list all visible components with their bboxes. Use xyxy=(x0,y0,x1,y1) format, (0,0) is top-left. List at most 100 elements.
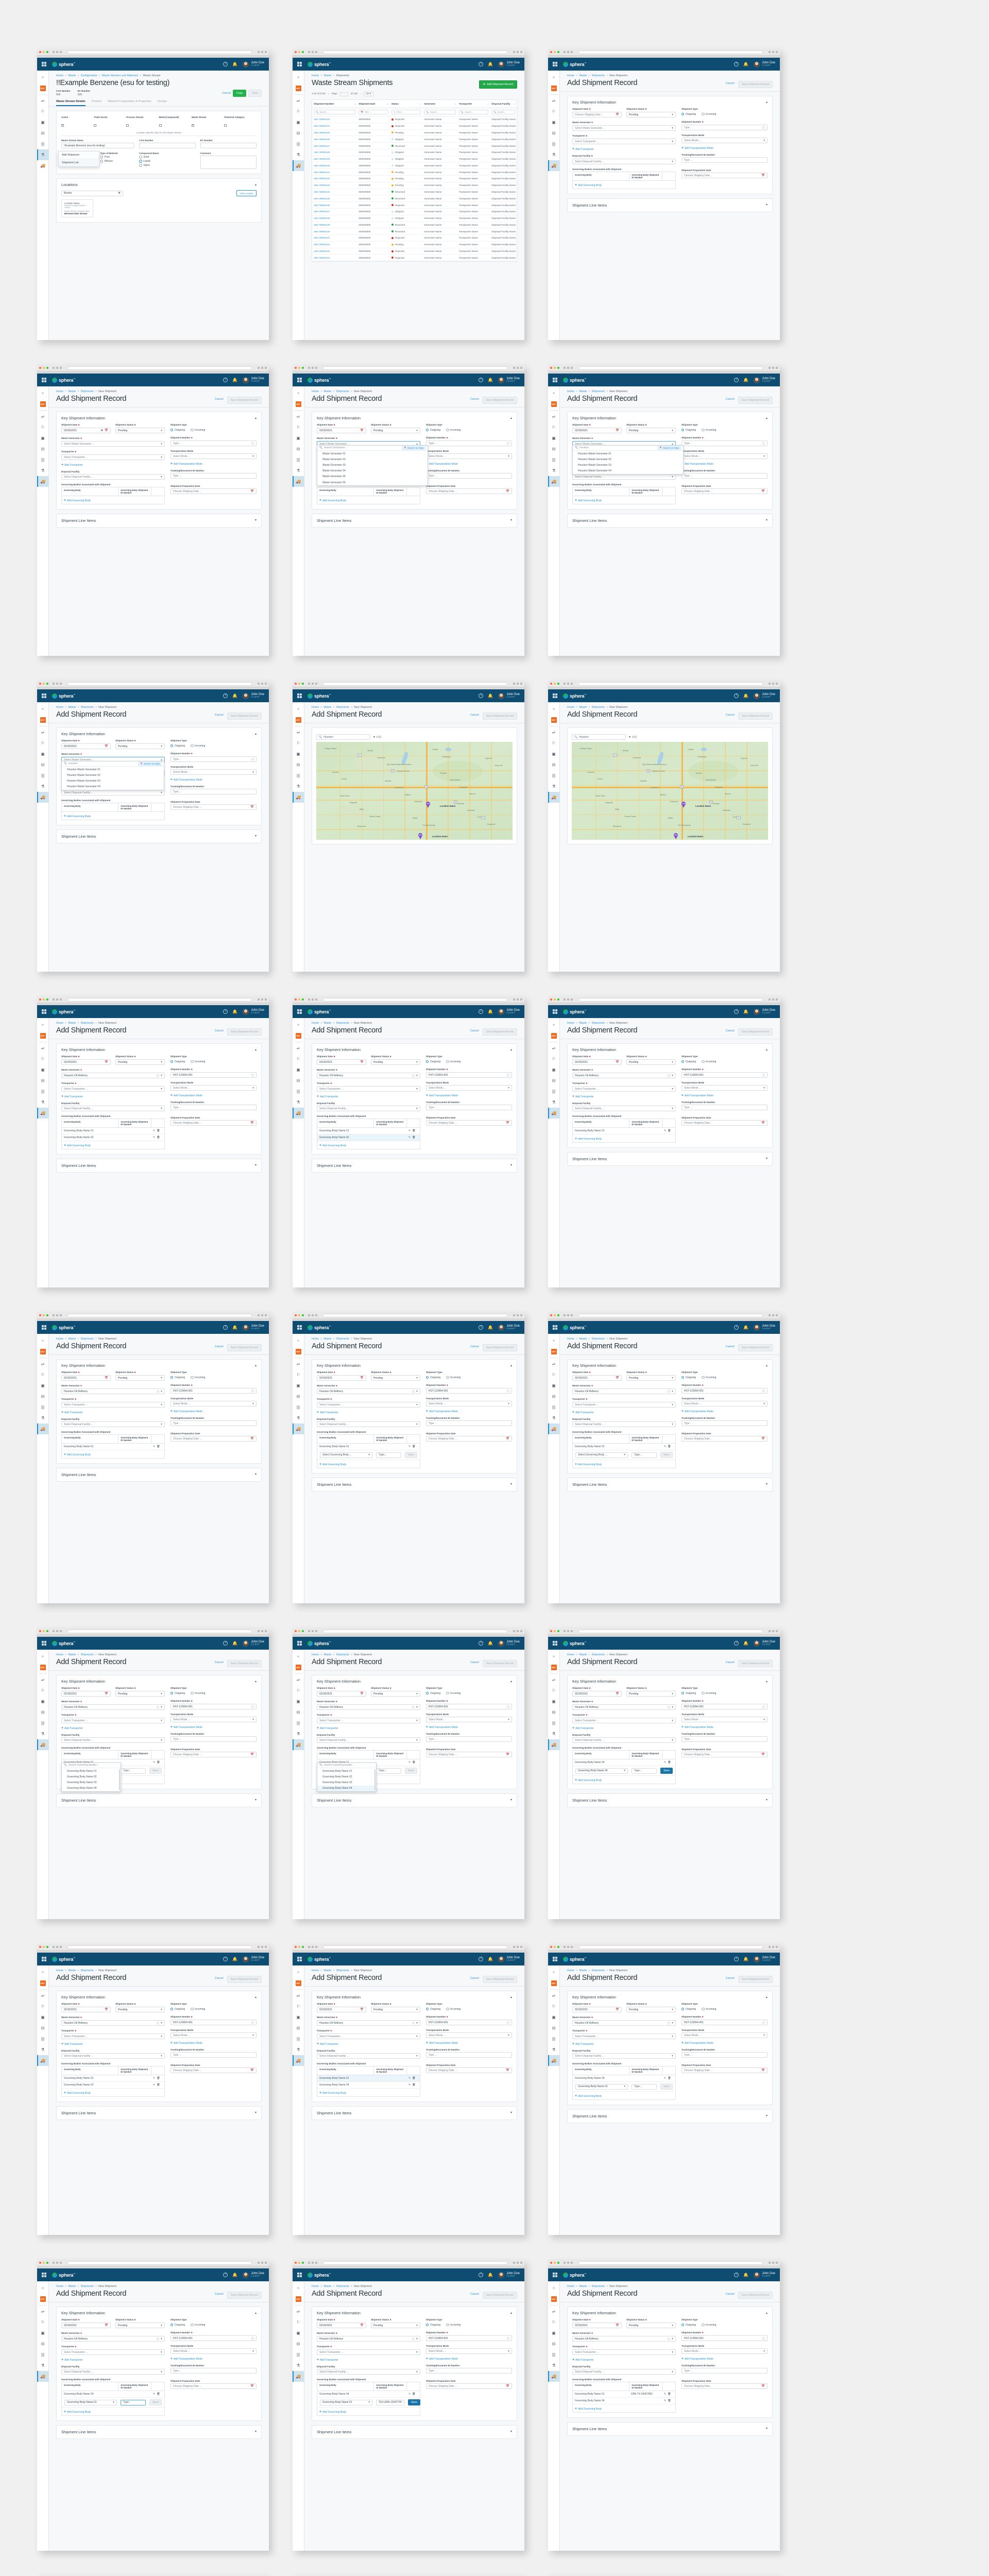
sidebar-item-truck[interactable]: 🚚 xyxy=(548,792,560,803)
info-icon[interactable]: ⓘ xyxy=(506,1389,509,1393)
info-icon[interactable]: ⓘ xyxy=(251,1705,254,1709)
dropdown-option[interactable]: Waste Generator 01 xyxy=(322,452,346,455)
radio-outgoing[interactable]: Outgoing xyxy=(425,1376,440,1379)
app-grid-icon[interactable] xyxy=(297,1641,302,1646)
prep-date-input[interactable]: Choose Shipping Date ... 📅 xyxy=(170,1752,257,1757)
edit-icon[interactable]: ✎ xyxy=(153,2393,156,2396)
sidebar-item-report[interactable]: ▣ xyxy=(548,2012,560,2023)
chevron-down-icon[interactable]: ▾ xyxy=(252,1402,254,1405)
new-tab-icon[interactable] xyxy=(265,1630,267,1632)
share-icon[interactable] xyxy=(513,683,515,685)
calendar-icon[interactable]: 📅 xyxy=(616,113,619,116)
dropdown-option[interactable]: Waste Generator 04 xyxy=(322,469,346,473)
breadcrumb-link[interactable]: Home xyxy=(56,390,64,393)
map-search-input[interactable]: 🔍 Houston xyxy=(572,734,626,740)
breadcrumb-link[interactable]: Waste xyxy=(68,1022,76,1025)
user-menu[interactable]: John Doe CLIENT xyxy=(251,377,264,383)
delete-icon[interactable]: 🗑 xyxy=(412,2077,416,2080)
avatar[interactable] xyxy=(243,1956,249,1962)
back-button[interactable] xyxy=(53,998,55,1001)
collapse-section-icon[interactable]: ▴ xyxy=(254,733,257,736)
share-icon[interactable] xyxy=(513,51,515,53)
forward-button[interactable] xyxy=(312,1314,314,1316)
back-button[interactable] xyxy=(53,1630,55,1632)
sidebar-item-report[interactable]: ▣ xyxy=(548,1696,560,1707)
dropdown-option[interactable]: Houston Waste Generator 03 xyxy=(67,779,100,783)
breadcrumb-link[interactable]: Waste xyxy=(579,706,587,709)
prep-date-input[interactable]: Choose Shipping Date ... 📅 xyxy=(170,2067,257,2073)
sidebar-expand-icon[interactable]: » xyxy=(297,707,299,711)
help-icon[interactable]: ? xyxy=(479,1325,484,1330)
tracking-id-input[interactable]: Type ... xyxy=(170,2368,257,2374)
breadcrumb-link[interactable]: Shipments xyxy=(591,2285,605,2288)
transporter-select[interactable]: Select Transporter ...▾ xyxy=(317,1718,420,1723)
breadcrumb-link[interactable]: Waste xyxy=(579,1337,587,1341)
info-icon[interactable]: ⓘ xyxy=(156,2337,160,2341)
gov-body-select[interactable]: Governing Body Name 01 ▾ xyxy=(575,2083,628,2090)
next-page-icon[interactable]: › xyxy=(360,93,361,95)
save-shipment-record-button[interactable]: Save Shipment Record xyxy=(227,1660,262,1667)
bell-icon[interactable]: 🔔 xyxy=(743,1641,749,1646)
dropdown-option[interactable]: Governing Body Name 04 xyxy=(317,1785,376,1791)
add-transportation-mode-link[interactable]: +Add Transportation Mode xyxy=(170,1725,257,1729)
row-actions[interactable]: ✎ 🗑 xyxy=(406,2075,420,2081)
forward-button[interactable] xyxy=(56,683,58,685)
bell-icon[interactable]: 🔔 xyxy=(743,693,749,698)
calendar-icon[interactable]: 📅 xyxy=(761,1121,765,1125)
new-tab-icon[interactable] xyxy=(776,51,778,53)
add-transportation-mode-link[interactable]: +Add Transportation Mode xyxy=(681,2357,768,2361)
sidebar-item-report[interactable]: ▣ xyxy=(293,749,304,759)
forward-button[interactable] xyxy=(312,1630,314,1632)
transporter-select[interactable]: Select Transporter ...▾ xyxy=(317,1086,420,1092)
sidebar-item-sliders[interactable]: ⇌ xyxy=(37,1359,49,1369)
shipment-number-input[interactable]: HST-123654-001 ⓘ xyxy=(681,1072,768,1078)
save-shipment-record-button[interactable]: Save Shipment Record xyxy=(482,1976,517,1983)
waste-generator-select[interactable]: Houston Oil Refinery ⓘ ▾ xyxy=(61,2336,165,2342)
share-icon[interactable] xyxy=(769,1630,771,1632)
row-actions[interactable]: ✎ 🗑 xyxy=(406,2082,420,2088)
sidebar-item-user-gear[interactable]: ⚐ xyxy=(548,2317,560,2328)
disposal-facility-select[interactable]: Select Disposal Facility ...▾ xyxy=(61,474,165,480)
help-icon[interactable]: ? xyxy=(734,1641,739,1646)
brand-logo[interactable]: sphera™ xyxy=(308,61,331,67)
gov-body-select[interactable]: Governing Body Name 01 ▾ xyxy=(64,2399,117,2405)
minimize-traffic-light[interactable] xyxy=(554,1630,556,1632)
cancel-button[interactable]: Cancel xyxy=(725,714,735,717)
tracking-id-input[interactable]: Type ... xyxy=(681,1736,768,1742)
sidebar-item-hierarchy[interactable]: ⊟ xyxy=(293,1707,304,1718)
chevron-down-icon[interactable]: ▾ xyxy=(416,429,418,432)
disposal-facility-select[interactable]: Select Disposal Facility ...▾ xyxy=(317,1737,420,1743)
disposal-facility-select[interactable]: Select Disposal Facility ...▾ xyxy=(317,2053,420,2059)
dropdown-option[interactable]: Houston Waste Generator 04 xyxy=(67,785,100,789)
breadcrumb-link[interactable]: Shipments xyxy=(591,1337,605,1341)
sidebar-expand-icon[interactable]: » xyxy=(297,76,299,79)
window-gov-save-a[interactable]: sphera™ ? 🔔 John Doe CLIENT » WST ⇌ ⚐ ▣ ⊟ ||… xyxy=(548,1944,780,2235)
radio-incoming[interactable]: Incoming xyxy=(191,1376,205,1379)
breadcrumb-link[interactable]: Home xyxy=(312,1337,319,1341)
chevron-down-icon[interactable]: ▾ xyxy=(161,1107,162,1110)
address-bar[interactable] xyxy=(578,682,763,686)
info-icon[interactable]: ⓘ xyxy=(762,2337,765,2341)
share-icon[interactable] xyxy=(258,998,260,1001)
sidebar-item-library[interactable]: ||| xyxy=(548,139,560,149)
mode-select[interactable]: Select Mode ... ▾ xyxy=(170,2032,257,2038)
add-governing-body-link[interactable]: +Add Governing Body xyxy=(575,183,673,187)
chevron-down-icon[interactable]: ▾ xyxy=(624,2085,626,2088)
forward-button[interactable] xyxy=(56,998,58,1001)
close-traffic-light[interactable] xyxy=(39,1314,41,1316)
breadcrumb-link[interactable]: Shipments xyxy=(336,2285,349,2288)
sidebar-item-truck[interactable]: 🚚 xyxy=(293,2371,304,2382)
sidebar-item-sliders[interactable]: ⇌ xyxy=(293,411,304,422)
chevron-down-icon[interactable]: ▾ xyxy=(672,2370,673,2374)
avatar[interactable] xyxy=(243,61,249,67)
address-bar[interactable] xyxy=(578,997,763,1002)
bell-icon[interactable]: 🔔 xyxy=(232,693,238,698)
window-gov-rows-c[interactable]: sphera™ ? 🔔 John Doe CLIENT » WST ⇌ ⚐ ▣ ⊟ ||… xyxy=(548,1312,780,1603)
breadcrumb-link[interactable]: Home xyxy=(312,390,319,393)
minimize-traffic-light[interactable] xyxy=(554,367,556,369)
sidebar-item-report[interactable]: ▣ xyxy=(37,1380,49,1391)
comment-textarea[interactable] xyxy=(200,156,257,170)
sidebar-item-flask[interactable]: ⚗ xyxy=(293,149,304,160)
expand-section-icon[interactable]: ▾ xyxy=(765,204,768,207)
disposal-facility-select[interactable]: Select Disposal Facility ...▾ xyxy=(572,2053,676,2059)
